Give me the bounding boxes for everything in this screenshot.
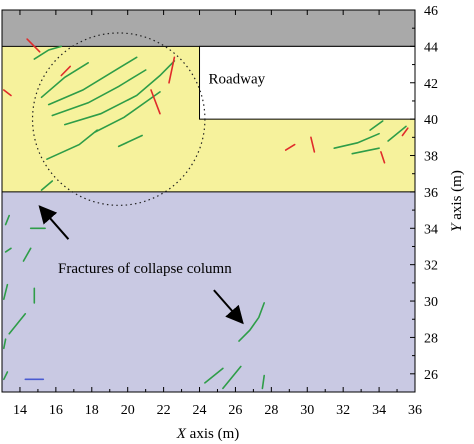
fracture-line <box>369 120 384 131</box>
collapse-fracture-arrow <box>38 205 70 240</box>
fracture-line <box>261 374 266 390</box>
floor-layer <box>2 191 415 392</box>
fracture-line <box>351 147 380 155</box>
fracture-line <box>2 89 12 97</box>
lower-fracture-arrow <box>213 289 244 325</box>
y-tick-label: 32 <box>424 259 438 274</box>
y-tick-label: 36 <box>424 186 438 201</box>
fracture-line <box>310 136 316 153</box>
fracture-line <box>40 61 89 99</box>
fracture-line <box>284 143 296 151</box>
fracture-line <box>222 365 242 390</box>
fracture-line <box>117 134 143 148</box>
fracture-line <box>8 312 27 335</box>
fracture-line <box>47 56 138 106</box>
fracture-line <box>168 56 176 84</box>
fracture-line <box>4 247 12 253</box>
x-tick-label: 26 <box>228 403 242 418</box>
top-layer <box>2 10 415 47</box>
fracture-line <box>387 125 407 142</box>
fracture-line <box>22 247 32 262</box>
x-tick-label: 18 <box>85 403 99 418</box>
fracture-line <box>333 132 380 149</box>
x-tick-label: 22 <box>157 403 171 418</box>
fracture-line <box>204 367 224 384</box>
x-tick-label: 20 <box>121 403 135 418</box>
fracture-network <box>2 38 415 390</box>
x-tick-label: 32 <box>336 403 350 418</box>
x-tick-label: 24 <box>193 403 207 418</box>
y-axis-title: Y axis (m) <box>449 170 465 232</box>
x-axis-ticks: 14 16 18 20 22 24 26 28 30 32 34 36 <box>1 10 422 418</box>
fracture-line <box>4 214 10 226</box>
roadway-label: Roadway <box>209 71 266 87</box>
collapse-column-annotation: Fractures of collapse column <box>58 261 232 277</box>
fracture-line <box>401 127 409 137</box>
fracture-line <box>150 89 161 115</box>
fracture-line <box>40 180 54 191</box>
x-tick-label: 14 <box>13 403 27 418</box>
plot-frame <box>1 9 416 393</box>
x-axis-title: X axis (m) <box>176 426 240 442</box>
fracture-line <box>380 151 386 164</box>
fracture-line <box>2 371 9 381</box>
fracture-line <box>33 45 63 60</box>
x-tick-label: 34 <box>372 403 386 418</box>
fracture-line <box>64 60 176 126</box>
roadway: Roadway <box>199 45 416 120</box>
y-tick-label: 38 <box>424 150 438 165</box>
collapse-column-circle <box>31 32 206 206</box>
fracture-line <box>238 302 266 342</box>
y-tick-label: 42 <box>424 77 438 92</box>
fracture-line <box>94 91 161 133</box>
y-tick-label: 28 <box>424 331 438 346</box>
x-tick-label: 28 <box>264 403 278 418</box>
fracture-line <box>51 69 147 117</box>
x-tick-label: 30 <box>300 403 314 418</box>
fracture-line <box>60 65 71 77</box>
y-tick-label: 30 <box>424 295 438 310</box>
fracture-line <box>26 38 41 53</box>
y-tick-label: 34 <box>424 222 438 237</box>
y-axis-ticks: 26 28 30 32 34 36 38 40 42 44 46 <box>410 4 438 393</box>
roadway-box <box>199 45 416 120</box>
y-tick-label: 46 <box>424 4 438 19</box>
annotations: Fractures of collapse column <box>38 205 244 325</box>
x-tick-label: 16 <box>49 403 63 418</box>
x-tick-label: 36 <box>408 403 422 418</box>
fracture-line <box>2 338 7 350</box>
y-tick-label: 44 <box>424 40 438 55</box>
y-tick-label: 26 <box>424 368 438 383</box>
y-tick-label: 40 <box>424 113 438 128</box>
fracture-line <box>2 283 9 301</box>
fracture-line <box>46 129 98 160</box>
